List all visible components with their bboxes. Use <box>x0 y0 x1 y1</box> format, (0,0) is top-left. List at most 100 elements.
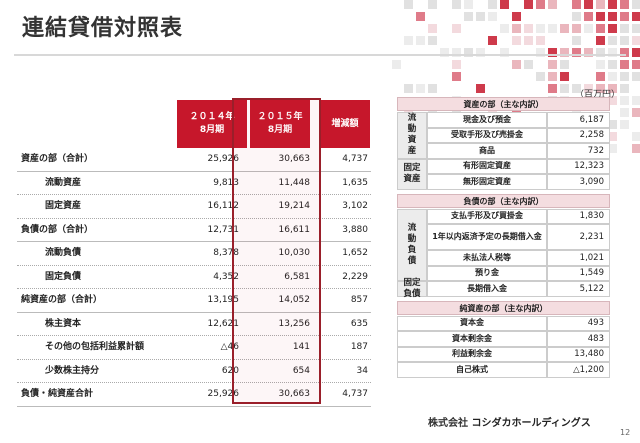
row-label: その他の包括利益累計額 <box>45 342 145 352</box>
header-diff-label: 増減額 <box>331 118 359 129</box>
item-value: 732 <box>547 143 610 159</box>
item-name: 受取手形及び売掛金 <box>427 127 547 143</box>
mosaic-tile <box>608 12 617 21</box>
mosaic-tile <box>572 84 581 93</box>
mosaic-tile <box>416 36 425 45</box>
mosaic-tile <box>524 60 533 69</box>
item-value: 6,187 <box>547 112 610 128</box>
row-label: 株主資本 <box>45 318 82 329</box>
row-label: 固定負債 <box>45 271 82 282</box>
mosaic-tile <box>620 24 629 33</box>
mosaic-tile <box>572 36 581 45</box>
row-label: 資産の部（合計） <box>21 154 94 164</box>
mosaic-tile <box>404 84 413 93</box>
value-2015: 13,256 <box>278 318 311 329</box>
value-diff: 3,880 <box>342 224 368 235</box>
mosaic-tile <box>536 48 545 57</box>
mosaic-tile <box>452 24 461 33</box>
mosaic-tile <box>632 36 640 45</box>
value-diff: 4,737 <box>342 154 368 164</box>
item-value: 493 <box>547 315 610 331</box>
mosaic-tile <box>536 0 545 9</box>
mosaic-tile <box>428 36 437 45</box>
item-value: 483 <box>547 331 610 347</box>
value-2015: 11,448 <box>278 177 311 188</box>
item-name: 利益剰余金 <box>397 346 547 362</box>
liabilities-breakdown-header: 負債の部（主な内訳） <box>397 193 610 208</box>
mosaic-tile <box>548 0 557 9</box>
mosaic-tile <box>524 24 533 33</box>
group-label: 固定 資産 <box>397 158 427 190</box>
value-2014: 12,731 <box>207 224 240 235</box>
value-diff: 1,652 <box>342 248 368 258</box>
table-row: 少数株主持分 620 654 34 <box>17 360 371 383</box>
table-body: 資産の部（合計） 25,926 30,663 4,737 流動資産 9,813 11,448… <box>17 148 371 407</box>
header-2015: ２０１５年 8月期 <box>250 100 310 148</box>
mosaic-tile <box>608 144 617 153</box>
mosaic-tile <box>632 48 640 57</box>
mosaic-tile <box>464 0 473 9</box>
item-value: 2,231 <box>547 224 610 250</box>
balance-sheet-table: ２０１４年 8月期 ２０１５年 8月期 増減額 資産の部（合計） 25,926 30… <box>17 98 371 407</box>
mosaic-tile <box>440 48 449 57</box>
mosaic-tile <box>632 132 640 141</box>
mosaic-tile <box>536 24 545 33</box>
mosaic-tile <box>548 48 557 57</box>
mosaic-tile <box>632 0 640 9</box>
item-value: 1,830 <box>547 208 610 224</box>
item-value: 3,090 <box>547 174 610 190</box>
mosaic-tile <box>584 12 593 21</box>
item-name: 無形固定資産 <box>427 174 547 190</box>
item-name: 未払法人税等 <box>427 250 547 266</box>
mosaic-tile <box>596 84 605 93</box>
mosaic-tile <box>416 84 425 93</box>
mosaic-tile <box>620 60 629 69</box>
item-value: 5,122 <box>547 281 610 297</box>
item-value: 13,480 <box>547 346 610 362</box>
item-name: 1年以内返済予定の長期借入金 <box>427 224 547 250</box>
value-2015: 14,052 <box>278 295 311 305</box>
mosaic-tile <box>548 60 557 69</box>
value-diff: 187 <box>350 342 368 352</box>
mosaic-tile <box>620 12 629 21</box>
mosaic-tile <box>632 108 640 117</box>
mosaic-tile <box>632 12 640 21</box>
table-row: 負債の部（合計） 12,731 16,611 3,880 <box>17 219 371 242</box>
mosaic-tile <box>620 0 629 9</box>
mosaic-tile <box>512 24 521 33</box>
row-label: 負債の部（合計） <box>21 224 94 235</box>
mosaic-tile <box>428 24 437 33</box>
group-label: 固定 負債 <box>397 278 427 299</box>
table-row: 負債・純資産合計 25,926 30,663 4,737 <box>17 383 371 407</box>
mosaic-tile <box>524 0 533 9</box>
mosaic-tile <box>488 12 497 21</box>
mosaic-tile <box>452 48 461 57</box>
mosaic-tile <box>620 36 629 45</box>
company-logo: 株式会社 コシダカホールディングス <box>428 414 591 429</box>
item-value: 2,258 <box>547 127 610 143</box>
value-2014: 13,195 <box>207 295 240 305</box>
mosaic-tile <box>572 12 581 21</box>
value-2015: 6,581 <box>284 271 310 282</box>
mosaic-tile <box>584 24 593 33</box>
item-name: 支払手形及び買掛金 <box>427 208 547 224</box>
mosaic-tile <box>608 0 617 9</box>
mosaic-tile <box>596 0 605 9</box>
value-2015: 16,611 <box>278 224 311 235</box>
item-name: 現金及び預金 <box>427 112 547 128</box>
table-row: 流動負債 8,378 10,030 1,652 <box>17 242 371 266</box>
mosaic-tile <box>476 12 485 21</box>
value-2015: 654 <box>292 365 310 376</box>
mosaic-tile <box>596 48 605 57</box>
page-number: 12 <box>620 428 631 437</box>
row-label: 流動負債 <box>45 248 82 258</box>
value-2015: 30,663 <box>278 389 311 399</box>
mosaic-tile <box>392 60 401 69</box>
table-header: ２０１４年 8月期 ２０１５年 8月期 増減額 <box>17 100 371 148</box>
value-diff: 635 <box>350 318 368 329</box>
mosaic-tile <box>572 48 581 57</box>
mosaic-tile <box>560 72 569 81</box>
mosaic-tile <box>596 12 605 21</box>
mosaic-tile <box>620 72 629 81</box>
item-name: 自己株式 <box>397 362 547 378</box>
